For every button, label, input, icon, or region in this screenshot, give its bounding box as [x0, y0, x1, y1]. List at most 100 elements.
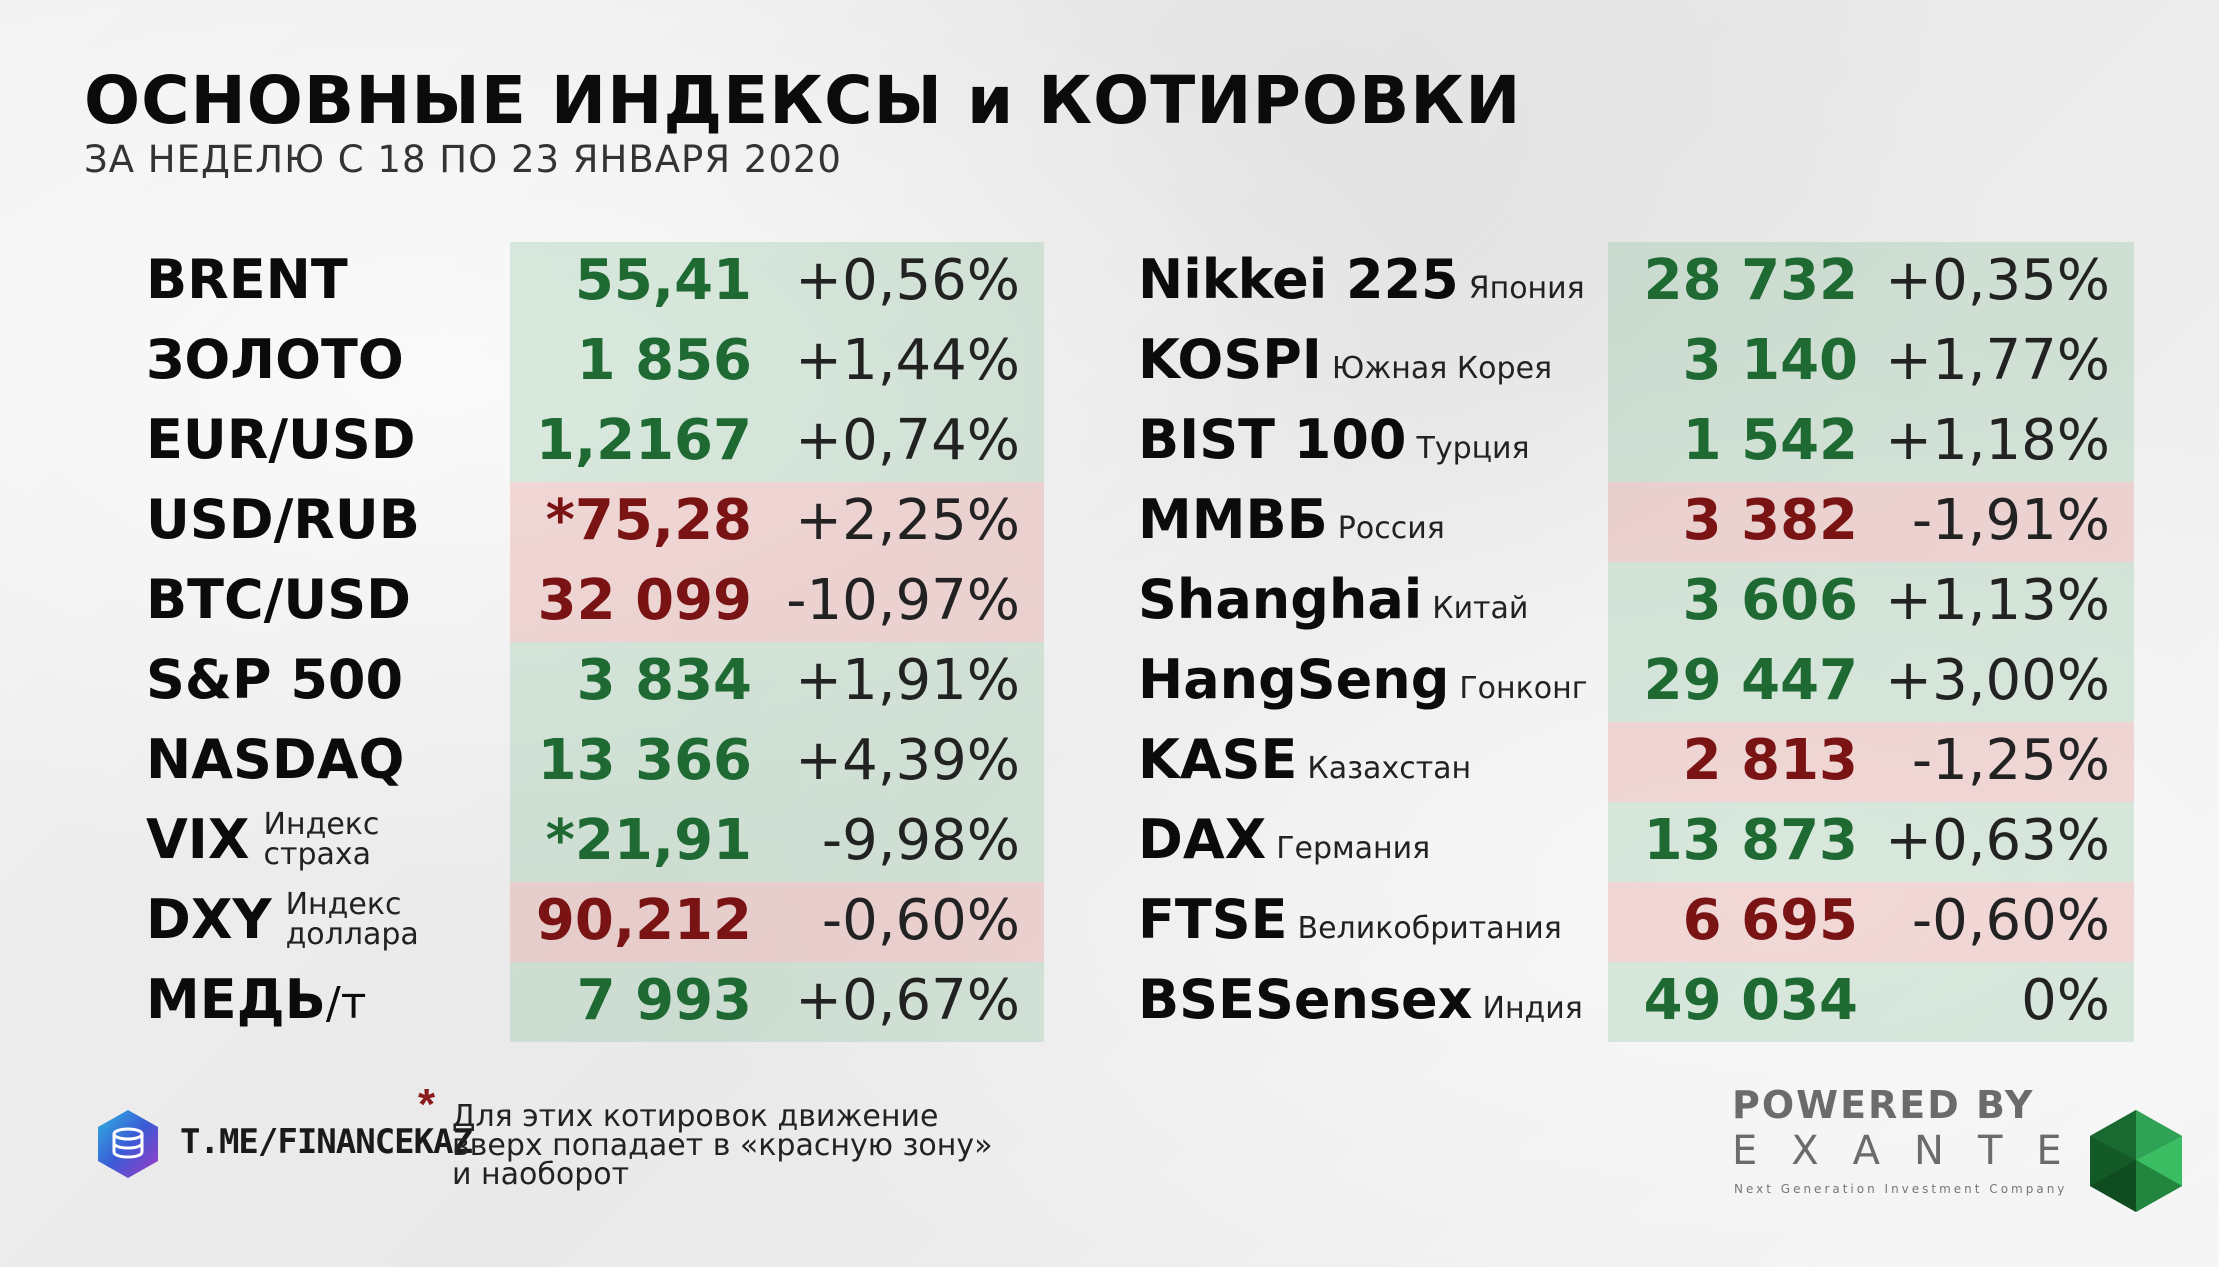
quote-change: +4,39%: [795, 728, 1020, 793]
zone-band: [510, 242, 1044, 322]
quote-change: -0,60%: [1911, 888, 2110, 953]
quote-value: 13 873: [1643, 808, 1858, 873]
instrument-name: USD/RUB: [146, 488, 420, 551]
footnote-asterisk: *: [418, 1080, 436, 1129]
zone-band: [510, 882, 1044, 962]
index-country: Россия: [1337, 511, 1445, 546]
quote-value: 7 993: [576, 968, 752, 1033]
quote-value: 32 099: [537, 568, 752, 633]
quote-change: -0,60%: [821, 888, 1020, 953]
zone-band: [1608, 322, 2134, 402]
exante-brand: EXANTE: [1732, 1128, 2096, 1174]
index-name: Nikkei 225 Япония: [1138, 248, 1585, 311]
instrument-name: BRENT: [146, 248, 348, 311]
quote-value: 3 606: [1682, 568, 1858, 633]
quote-change: +1,44%: [795, 328, 1020, 393]
zone-band: [1608, 962, 2134, 1042]
exante-tagline: Next Generation Investment Company: [1734, 1182, 2068, 1196]
quote-change: +2,25%: [795, 488, 1020, 553]
index-name: HangSeng Гонконг: [1138, 648, 1588, 711]
zone-band: [1608, 722, 2134, 802]
quote-value: 3 382: [1682, 488, 1858, 553]
quote-value: 90,212: [535, 888, 752, 953]
quote-change: +0,67%: [795, 968, 1020, 1033]
zone-band: [510, 722, 1044, 802]
index-country: Япония: [1468, 271, 1585, 306]
quote-value: 2 813: [1682, 728, 1858, 793]
index-country: Германия: [1276, 831, 1431, 866]
zone-band: [510, 802, 1044, 882]
page-title: ОСНОВНЫЕ ИНДЕКСЫ и КОТИРОВКИ: [84, 62, 1522, 139]
index-country: Великобритания: [1297, 911, 1562, 946]
quote-change: +0,35%: [1885, 248, 2110, 313]
quote-change: +0,56%: [795, 248, 1020, 313]
telegram-coin-logo-icon: [98, 1110, 158, 1178]
zone-band: [1608, 642, 2134, 722]
index-name: DAX Германия: [1138, 808, 1431, 871]
quote-change: +1,18%: [1885, 408, 2110, 473]
zone-band: [510, 642, 1044, 722]
zone-band: [510, 402, 1044, 482]
powered-by-label: POWERED BY: [1732, 1083, 2035, 1127]
index-country: Гонконг: [1459, 671, 1588, 706]
index-name: BSESensex Индия: [1138, 968, 1583, 1031]
index-name: KOSPI Южная Корея: [1138, 328, 1553, 391]
quote-value: *75,28: [545, 488, 752, 553]
quote-change: -9,98%: [821, 808, 1020, 873]
instrument-name: S&P 500: [146, 648, 404, 711]
quote-change: +1,77%: [1885, 328, 2110, 393]
quote-change: 0%: [2021, 968, 2110, 1033]
footnote-text: Для этих котировок движение вверх попада…: [452, 1099, 993, 1192]
quote-change: +1,91%: [795, 648, 1020, 713]
quote-value: 13 366: [537, 728, 752, 793]
instrument-name: VIX Индекс страха: [146, 806, 380, 872]
index-country: Индия: [1482, 991, 1583, 1026]
zone-band: [1608, 882, 2134, 962]
quote-change: +3,00%: [1885, 648, 2110, 713]
instrument-name: BTC/USD: [146, 568, 411, 631]
instrument-name: EUR/USD: [146, 408, 416, 471]
quote-value: 29 447: [1643, 648, 1858, 713]
quote-change: +0,74%: [795, 408, 1020, 473]
instrument-name: NASDAQ: [146, 728, 405, 791]
index-name: FTSE Великобритания: [1138, 888, 1562, 951]
quote-change: +0,63%: [1885, 808, 2110, 873]
quote-change: +1,13%: [1885, 568, 2110, 633]
quote-change: -1,25%: [1911, 728, 2110, 793]
quote-value: 6 695: [1682, 888, 1858, 953]
quote-value: 55,41: [574, 248, 752, 313]
quote-value: 1 856: [576, 328, 752, 393]
quote-change: -10,97%: [786, 568, 1020, 633]
instrument-note: Индекс доллара: [285, 886, 419, 952]
index-country: Южная Корея: [1331, 351, 1553, 386]
zone-band: [510, 322, 1044, 402]
quote-value: 49 034: [1643, 968, 1858, 1033]
instrument-name: ЗОЛОТО: [146, 328, 404, 391]
telegram-link[interactable]: T.ME/FINANCEKAZ: [180, 1122, 473, 1162]
zone-band: [510, 962, 1044, 1042]
quote-value: 1,2167: [535, 408, 752, 473]
index-country: Казахстан: [1307, 751, 1472, 786]
zone-band: [1608, 402, 2134, 482]
zone-band: [1608, 242, 2134, 322]
index-name: ММВБ Россия: [1138, 488, 1445, 551]
index-country: Китай: [1432, 591, 1529, 626]
quote-value: 3 140: [1682, 328, 1858, 393]
zone-band: [1608, 802, 2134, 882]
quote-value: *21,91: [545, 808, 752, 873]
page-subtitle: ЗА НЕДЕЛЮ С 18 ПО 23 ЯНВАРЯ 2020: [84, 138, 842, 181]
index-name: Shanghai Китай: [1138, 568, 1529, 631]
zone-band: [1608, 482, 2134, 562]
index-name: KASE Казахстан: [1138, 728, 1472, 791]
instrument-name: МЕДЬ/т: [146, 968, 367, 1031]
exante-gem-icon: [2090, 1110, 2182, 1212]
quote-change: -1,91%: [1911, 488, 2110, 553]
quote-value: 28 732: [1643, 248, 1858, 313]
instrument-name: DXY Индекс доллара: [146, 886, 419, 952]
zone-band: [510, 482, 1044, 562]
zone-band: [510, 562, 1044, 642]
instrument-note: Индекс страха: [263, 806, 380, 872]
zone-band: [1608, 562, 2134, 642]
quote-value: 1 542: [1682, 408, 1858, 473]
index-name: BIST 100 Турция: [1138, 408, 1530, 471]
